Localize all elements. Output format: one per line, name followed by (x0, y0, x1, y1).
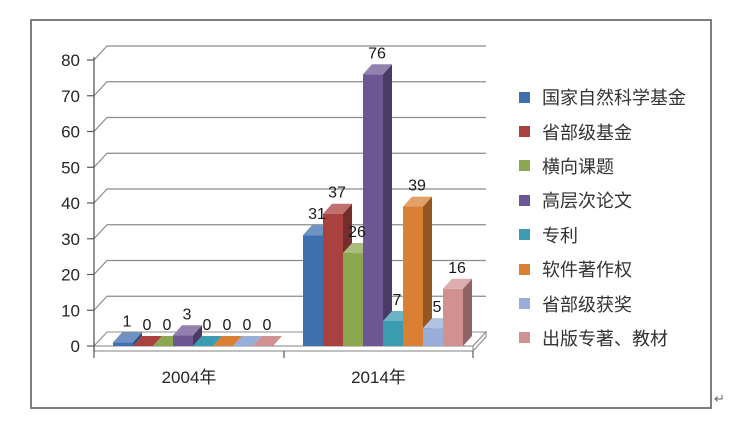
y-axis-tick-label: 20 (61, 266, 80, 285)
bar-2004年-国家自然科学基金[interactable] (113, 332, 142, 346)
value-label: 26 (348, 224, 366, 241)
legend-item[interactable]: 出版专著、教材 (519, 321, 686, 355)
legend-item[interactable]: 软件著作权 (519, 252, 686, 286)
gridline (93, 224, 486, 240)
legend-label: 专利 (542, 225, 578, 246)
value-label: 1 (123, 313, 132, 330)
legend-label: 软件著作权 (542, 260, 632, 281)
y-axis-tick-label: 80 (61, 51, 80, 70)
legend-label: 省部级基金 (542, 122, 632, 143)
gridline (93, 81, 486, 97)
gridline (93, 152, 486, 168)
value-label: 7 (393, 292, 402, 309)
bar-2004年-专利[interactable] (193, 336, 222, 346)
y-axis-tick-label: 60 (61, 123, 80, 142)
legend-label: 出版专著、教材 (542, 328, 668, 349)
category-label: 2014年 (351, 368, 406, 387)
chart-frame[interactable]: 0 10 20 30 40 50 60 70 80 1 0 0 3 0 0 0 0 31 37 26 76 7 39 5 16 2… (30, 19, 712, 409)
legend-label: 高层次论文 (542, 191, 632, 212)
y-axis-tick-label: 30 (61, 230, 80, 249)
legend-label: 横向课题 (542, 156, 614, 177)
value-label: 37 (328, 185, 346, 202)
value-label: 76 (368, 45, 386, 62)
value-label: 31 (308, 206, 326, 223)
value-label: 5 (433, 299, 442, 316)
value-label: 0 (263, 317, 272, 334)
value-label: 0 (143, 317, 152, 334)
legend-item[interactable]: 高层次论文 (519, 183, 686, 217)
bar-2004年-软件著作权[interactable] (213, 336, 242, 346)
legend-swatch-icon (519, 160, 530, 172)
bar-2004年-出版专著、教材[interactable] (253, 336, 282, 346)
bar-2004年-高层次论文[interactable] (173, 325, 202, 346)
y-axis-tick-label: 10 (61, 301, 80, 320)
legend-item[interactable]: 横向课题 (519, 149, 686, 183)
value-label: 0 (203, 317, 212, 334)
legend-label: 国家自然科学基金 (542, 88, 686, 109)
value-label: 0 (163, 317, 172, 334)
bar-2014年-出版专著、教材[interactable] (443, 278, 472, 346)
bar-2004年-省部级获奖[interactable] (233, 336, 262, 346)
legend-item[interactable]: 国家自然科学基金 (519, 80, 686, 114)
legend-swatch-icon (519, 91, 530, 103)
legend-item[interactable]: 省部级获奖 (519, 286, 686, 320)
legend-item[interactable]: 专利 (519, 218, 686, 252)
value-label: 0 (223, 317, 232, 334)
category-label: 2004年 (162, 368, 217, 387)
legend-swatch-icon (519, 332, 530, 344)
legend-label: 省部级获奖 (542, 294, 632, 315)
chart-floor-front (93, 345, 474, 352)
y-axis-tick-label: 40 (61, 194, 80, 213)
paragraph-return-icon: ↵ (714, 391, 725, 406)
legend: 国家自然科学基金 省部级基金 横向课题 高层次论文 专利 软件著作权 省部级获奖 (519, 80, 686, 355)
legend-swatch-icon (519, 263, 530, 275)
legend-swatch-icon (519, 194, 530, 206)
bar-2004年-省部级基金[interactable] (133, 336, 162, 346)
y-axis-tick-label: 70 (61, 87, 80, 106)
value-label: 39 (408, 178, 426, 195)
y-axis-tick-label: 50 (61, 158, 80, 177)
value-label: 3 (183, 306, 192, 323)
bar-2014年-软件著作权[interactable] (403, 196, 432, 346)
y-axis-tick-label: 0 (71, 337, 80, 356)
value-label: 0 (243, 317, 252, 334)
legend-swatch-icon (519, 229, 530, 241)
gridline (93, 45, 486, 61)
chart-floor-side (472, 330, 487, 353)
value-label: 16 (448, 260, 466, 277)
gridline (93, 116, 486, 132)
bar-2014年-高层次论文[interactable] (363, 64, 392, 347)
gridline (93, 188, 486, 204)
legend-swatch-icon (519, 126, 530, 138)
legend-item[interactable]: 省部级基金 (519, 114, 686, 148)
legend-swatch-icon (519, 298, 530, 310)
